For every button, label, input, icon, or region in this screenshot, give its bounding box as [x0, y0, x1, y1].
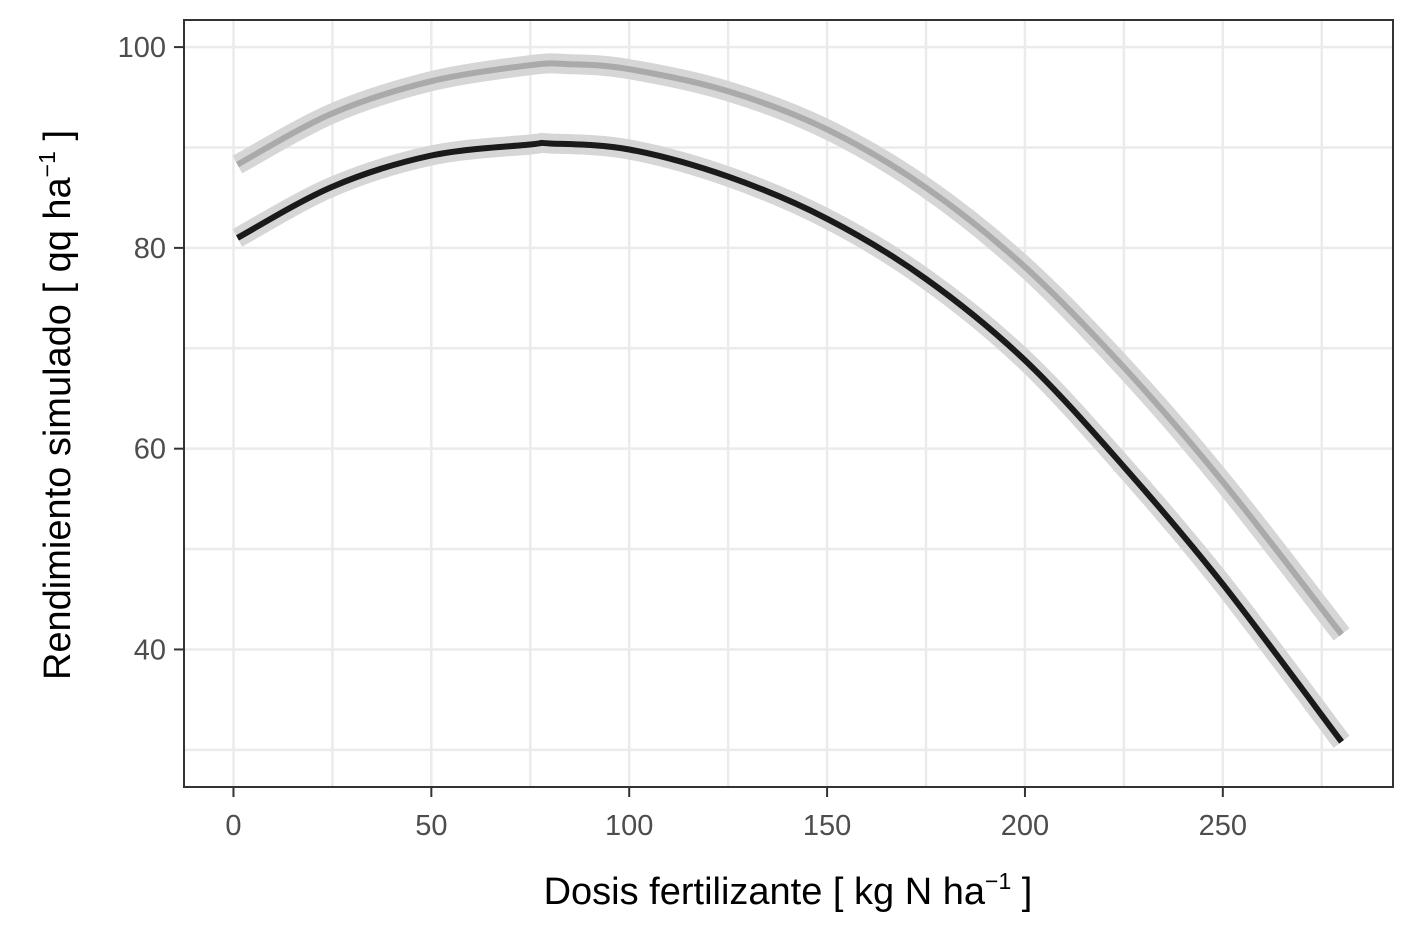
series-2-line — [235, 139, 1344, 744]
y-axis-title: Rendimiento simulado [ qq ha−1 ] — [34, 130, 79, 680]
panel-border — [183, 19, 1394, 788]
x-tick-label: 100 — [605, 810, 653, 842]
x-tick-label: 150 — [803, 810, 851, 842]
y-tick-label: 60 — [134, 434, 166, 466]
y-tick-label: 100 — [118, 32, 166, 64]
axis-ticks: 0 50 100 150 200 250 40 60 80 100 — [118, 32, 1247, 842]
x-tick-label: 50 — [415, 810, 447, 842]
y-tick-label: 80 — [134, 233, 166, 265]
x-tick-label: 250 — [1199, 810, 1247, 842]
series-1-line — [235, 60, 1344, 637]
x-axis-title: Dosis fertilizante [ kg N ha−1 ] — [544, 868, 1033, 913]
x-tick-label: 0 — [225, 810, 241, 842]
x-tick-label: 200 — [1001, 810, 1049, 842]
series-lines — [232, 53, 1350, 748]
y-tick-label: 40 — [134, 634, 166, 666]
